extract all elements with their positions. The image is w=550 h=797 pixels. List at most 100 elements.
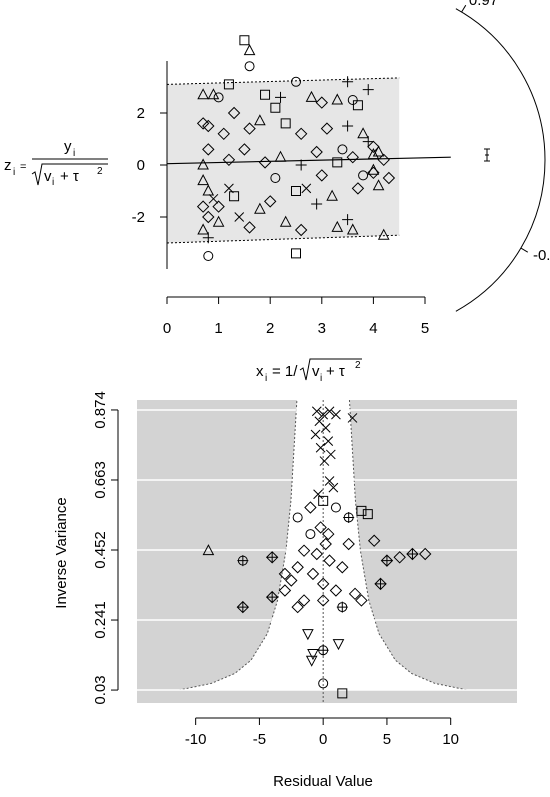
x-label-sup: 2 (355, 360, 361, 371)
point (342, 214, 354, 226)
point (332, 157, 343, 168)
point (367, 140, 380, 154)
point (343, 511, 355, 523)
x-tick-label: 3 (318, 320, 326, 337)
point (279, 215, 292, 227)
point (294, 127, 308, 141)
point (319, 537, 332, 551)
point (244, 61, 255, 72)
x-label-sub: i (320, 373, 322, 384)
x-tick-label: 4 (369, 320, 377, 337)
point (202, 119, 215, 133)
point (239, 35, 250, 46)
point (315, 442, 326, 453)
point (320, 423, 331, 433)
point (236, 600, 250, 614)
point (331, 93, 344, 105)
x-tick-label: 0 (319, 731, 327, 748)
point (347, 95, 358, 105)
point (243, 44, 256, 56)
point (332, 639, 345, 651)
point (315, 169, 329, 182)
error-bar-glyph (484, 148, 490, 162)
x-tick-label: 0 (163, 320, 171, 337)
point (291, 600, 304, 614)
point (330, 502, 341, 513)
point (234, 212, 245, 222)
point (203, 251, 214, 261)
point (306, 567, 320, 581)
point (202, 143, 215, 156)
point (212, 200, 225, 213)
y-tick-label: -2 (132, 209, 145, 226)
point (291, 186, 301, 196)
arc-tick-label: 0.97 (469, 0, 498, 9)
x-tick-label: 1 (214, 320, 222, 337)
point (310, 145, 323, 159)
arc-tick (520, 247, 529, 253)
point (285, 574, 298, 587)
x-label-eq: = 1/ (272, 363, 298, 380)
x-label-x: x (256, 363, 264, 380)
funnel-y-label: Inverse Variance (53, 497, 70, 608)
point (197, 88, 209, 100)
point (311, 198, 323, 210)
point (265, 590, 279, 604)
point (301, 183, 312, 194)
sqrt-sign (299, 358, 362, 381)
funnel-left (178, 399, 298, 691)
point (310, 547, 324, 561)
point (294, 223, 308, 237)
point (297, 594, 311, 607)
y-label-sub: i (13, 167, 15, 178)
point (197, 158, 209, 170)
point (324, 476, 335, 486)
point (270, 102, 281, 113)
point (223, 79, 234, 90)
point (372, 145, 385, 157)
x-label-sub: i (265, 373, 267, 384)
point (342, 537, 355, 551)
point (292, 512, 303, 523)
point (222, 153, 236, 167)
x-tick-label: 5 (383, 731, 391, 748)
point (243, 221, 256, 234)
point (304, 501, 317, 514)
point (367, 166, 380, 180)
point (418, 547, 432, 561)
point (393, 551, 406, 564)
point (323, 554, 336, 567)
x-tick-label: -10 (185, 731, 207, 748)
point (217, 127, 230, 141)
y-label-den: + τ (60, 168, 79, 185)
point (291, 248, 301, 259)
point (382, 171, 396, 185)
point (342, 76, 354, 88)
point (337, 144, 348, 155)
point (406, 547, 419, 561)
point (302, 629, 314, 641)
point (297, 544, 311, 557)
point (348, 587, 362, 601)
arc-scale (455, 8, 546, 312)
point (320, 122, 334, 135)
point (202, 544, 215, 556)
point (319, 456, 330, 466)
point (208, 193, 219, 204)
point (318, 409, 329, 420)
point (318, 678, 329, 689)
point (265, 551, 279, 564)
point (305, 90, 318, 102)
y-tick-label: 0.03 (92, 675, 109, 704)
y-tick-label: 0.241 (92, 601, 109, 639)
point (305, 529, 316, 540)
point (278, 567, 292, 581)
band-lower (166, 234, 400, 244)
y-tick-label: 0.452 (92, 531, 109, 569)
point (352, 100, 363, 111)
point (315, 96, 329, 109)
point (355, 594, 368, 607)
y-label-num: y (64, 138, 72, 155)
point (202, 232, 214, 244)
